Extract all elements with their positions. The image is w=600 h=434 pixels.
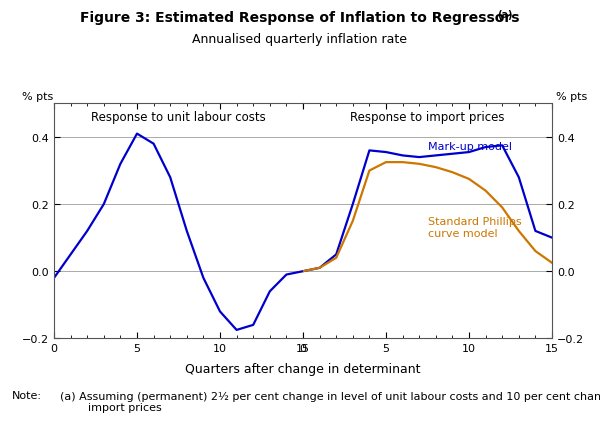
Text: Annualised quarterly inflation rate: Annualised quarterly inflation rate: [193, 33, 407, 46]
Text: Response to unit labour costs: Response to unit labour costs: [91, 111, 266, 124]
Text: (a) Assuming (permanent) 2½ per cent change in level of unit labour costs and 10: (a) Assuming (permanent) 2½ per cent cha…: [60, 391, 600, 412]
Text: Standard Phillips
curve model: Standard Phillips curve model: [427, 217, 521, 238]
Text: Note:: Note:: [12, 391, 42, 401]
Text: % pts: % pts: [22, 92, 53, 102]
Text: Response to import prices: Response to import prices: [350, 111, 505, 124]
Text: Mark-up model: Mark-up model: [427, 141, 511, 151]
Text: Figure 3: Estimated Response of Inflation to Regressors: Figure 3: Estimated Response of Inflatio…: [80, 11, 520, 25]
Text: (a): (a): [497, 10, 512, 20]
Text: Quarters after change in determinant: Quarters after change in determinant: [185, 362, 421, 375]
Text: % pts: % pts: [556, 92, 587, 102]
